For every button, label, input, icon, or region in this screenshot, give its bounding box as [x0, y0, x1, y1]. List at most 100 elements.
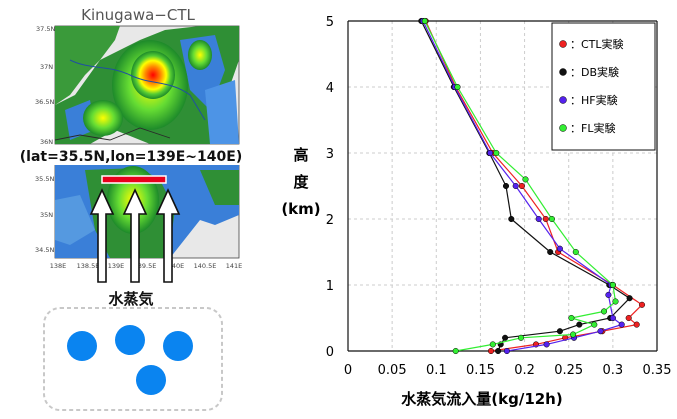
- map-title: Kinugawa−CTL: [81, 6, 195, 24]
- series-point: [609, 314, 616, 322]
- y-ticks: 0 1 2 3 4 5: [326, 15, 334, 360]
- legend-marker: [559, 96, 567, 104]
- y-tick-label: 4: [326, 81, 334, 96]
- x-tick-label: 0: [344, 363, 352, 378]
- lon-tick: 140.5E: [194, 262, 217, 270]
- series-point: [638, 301, 646, 308]
- left-panel-svg: Kinugawa−CTL 37.5N: [0, 6, 262, 411]
- series-point: [576, 321, 583, 328]
- series-point: [518, 182, 525, 190]
- series-point: [503, 347, 510, 355]
- legend-entry: ：FL実験: [570, 121, 615, 135]
- x-tick-label: 0.2: [514, 363, 535, 378]
- y-tick-label: 3: [326, 147, 334, 162]
- series-point: [489, 341, 496, 348]
- y-axis-label-part: (km): [281, 200, 320, 218]
- lat-tick: 37.5N: [36, 25, 55, 33]
- up-arrow-icon: [155, 188, 181, 283]
- series-point: [568, 314, 575, 322]
- up-arrow-icon: [122, 188, 148, 283]
- vapor-drop-icon: [163, 331, 193, 361]
- lat-tick: 37N: [40, 63, 53, 71]
- y-tick-label: 5: [326, 15, 334, 30]
- vapor-drop-icon: [67, 331, 97, 361]
- lat-tick: 36N: [40, 138, 53, 146]
- series-point: [605, 291, 612, 298]
- chart-svg: 0 0.05 0.1 0.15 0.2 0.25 0.3 0.35 0 1 2 3 4 5 水蒸気流入量…: [281, 15, 672, 408]
- series-point: [508, 215, 515, 223]
- series-point: [618, 321, 625, 328]
- lon-tick: 140E: [168, 262, 185, 270]
- legend: ：CTL実験 ：DB実験 ：HF実験 ：FL実験: [551, 22, 656, 151]
- x-tick-label: 0.25: [554, 363, 583, 378]
- x-tick-label: 0.3: [603, 363, 624, 378]
- series-point: [626, 295, 633, 302]
- series-point: [547, 248, 554, 256]
- series-point: [487, 149, 494, 157]
- y-tick-label: 2: [326, 213, 334, 228]
- lon-tick: 141E: [226, 262, 243, 270]
- legend-entry: ：HF実験: [570, 93, 618, 107]
- x-tick-label: 0.15: [466, 363, 495, 378]
- series-point: [454, 83, 461, 91]
- lat-tick: 35.5N: [35, 175, 54, 183]
- series-point: [522, 176, 529, 183]
- cross-section-line: [101, 175, 167, 184]
- vapor-drop-icon: [136, 365, 166, 395]
- y-tick-label: 1: [326, 279, 334, 294]
- series-point: [502, 334, 509, 341]
- series-point: [612, 298, 619, 305]
- line-caption: (lat=35.5N,lon=139E~140E): [20, 149, 242, 165]
- series-point: [542, 215, 549, 223]
- series-point: [600, 308, 608, 315]
- y-axis-label-part: 度: [293, 173, 309, 191]
- series-point: [487, 347, 495, 355]
- legend-marker: [559, 124, 567, 132]
- chart-panel: 0 0.05 0.1 0.15 0.2 0.25 0.3 0.35 0 1 2 3 4 5 水蒸気流入量…: [280, 0, 677, 415]
- lon-tick: 138E: [50, 262, 67, 270]
- x-tick-label: 0.1: [426, 363, 447, 378]
- series-point: [502, 182, 510, 190]
- series-point: [556, 328, 563, 335]
- lat-tick: 35N: [40, 211, 53, 219]
- series-line: [422, 20, 623, 352]
- legend-entry: ：DB実験: [570, 65, 619, 79]
- lon-tick: 139E: [108, 262, 125, 270]
- series-point: [570, 331, 577, 338]
- up-arrow-icon: [89, 188, 115, 283]
- y-axis-label-part: 高: [293, 146, 308, 164]
- series-point: [495, 347, 502, 355]
- series-line: [420, 20, 631, 352]
- vapor-box: [43, 307, 223, 411]
- lat-tick: 34.5N: [35, 246, 54, 254]
- series-point: [548, 215, 555, 223]
- legend-entry: ：CTL実験: [570, 37, 624, 51]
- series-point: [535, 215, 542, 223]
- series-point: [493, 149, 500, 157]
- lon-tick: 138.5E: [77, 262, 100, 270]
- y-axis-label: 高度 (km): [281, 146, 320, 218]
- lat-tick: 36.5N: [35, 98, 54, 106]
- left-panel: Kinugawa−CTL 37.5N: [0, 0, 300, 415]
- series-point: [625, 314, 632, 322]
- lon-tick: 139.5E: [134, 262, 157, 270]
- series-point: [591, 321, 598, 328]
- series-point: [609, 281, 616, 289]
- precip-map-upper: [54, 25, 240, 145]
- x-ticks: 0 0.05 0.1 0.15 0.2 0.25 0.3 0.35: [344, 363, 672, 378]
- vapor-label: 水蒸気: [108, 290, 153, 308]
- legend-marker: [559, 68, 567, 76]
- x-tick-label: 0.05: [378, 363, 407, 378]
- series-point: [421, 17, 428, 25]
- series-point: [543, 341, 550, 348]
- legend-box: [551, 22, 656, 151]
- series-point: [556, 245, 563, 252]
- series-point: [572, 248, 579, 256]
- chart-series: [418, 17, 646, 355]
- vapor-drop-icon: [115, 325, 145, 355]
- x-tick-label: 0.35: [643, 363, 672, 378]
- series-point: [517, 334, 525, 341]
- chart-axes: [347, 20, 658, 352]
- series-point: [512, 182, 519, 190]
- series-point: [633, 321, 640, 328]
